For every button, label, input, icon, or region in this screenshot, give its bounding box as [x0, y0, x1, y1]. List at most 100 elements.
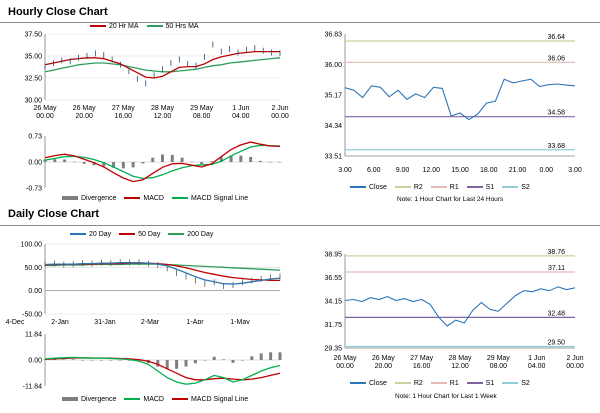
legend-macd-signal: MACD Signal Line	[171, 195, 248, 202]
legend-50hrs-ma: 50 Hrs MA	[146, 23, 199, 30]
y-tick-label: 38.95	[324, 252, 342, 259]
divergence-bar	[62, 359, 66, 360]
ma-50-day-line	[44, 262, 280, 282]
y-tick-label: 0.00	[28, 358, 42, 365]
y-tick-label: 29.35	[324, 346, 342, 353]
x-tick-label: 00.00	[566, 363, 584, 370]
legend-divergence: Divergence	[62, 195, 116, 202]
legend-macd: MACD	[124, 195, 164, 202]
divergence-bar	[43, 359, 47, 361]
divergence-bar	[53, 159, 57, 162]
divergence-bar	[128, 360, 132, 361]
legend-close: Close	[350, 380, 387, 387]
divergence-bar	[151, 157, 155, 162]
x-tick-label: 27 May	[410, 355, 433, 362]
divergence-bar	[92, 162, 96, 166]
close-line	[344, 78, 576, 121]
divergence-bar	[231, 360, 235, 363]
divergence-bar	[240, 360, 244, 361]
x-tick-label: 12.00	[422, 167, 440, 174]
x-tick-label: 12.00	[451, 363, 469, 370]
divergence-bar	[200, 162, 204, 165]
divergence-bar	[278, 352, 282, 360]
divergence-bar	[118, 360, 122, 361]
x-tick-label: 20.00	[75, 113, 93, 120]
divergence-bar	[52, 359, 56, 360]
divergence-bar	[131, 162, 135, 168]
legend-20hr-ma: 20 Hr MA	[90, 23, 139, 30]
y-tick-label: 34.34	[324, 123, 342, 130]
macd-line	[44, 356, 281, 385]
x-tick-label: 0.00	[539, 167, 553, 174]
x-tick-label: 16.00	[413, 363, 431, 370]
x-tick-label: 08.00	[490, 363, 508, 370]
divergence-bar	[82, 162, 86, 164]
macd-signal-line	[44, 144, 281, 180]
divergence-bar	[99, 360, 103, 361]
divergence-bar	[112, 162, 116, 168]
x-tick-label: 21.00	[509, 167, 527, 174]
daily-price-svg: 100.00 50.00 0.00 -50.004-Dec 2-Jan 31-Jan 2-M…	[6, 242, 281, 326]
daily-price-chart: 100.00 50.00 0.00 -50.00 4-Dec 2-Jan 31-Jan 2-M…	[0, 226, 290, 326]
hourly-macd-svg: 0.73 0.00 -0.73	[26, 134, 282, 193]
x-tick-label: 1 Jun	[232, 105, 249, 112]
ma-20-day-line	[44, 262, 281, 285]
divergence-bar	[165, 360, 169, 369]
y-tick-label: 37.50	[24, 32, 42, 39]
x-tick-label: 00.00	[271, 113, 289, 120]
divergence-bar	[71, 359, 75, 360]
x-tick-label: 1-May	[230, 319, 250, 324]
x-tick-label: 2 Jun	[566, 355, 583, 362]
x-tick-label: 29 May	[190, 105, 213, 112]
x-tick-label: 3.00	[338, 167, 352, 174]
legend-s2: S2	[502, 380, 530, 387]
level-label-s1: 34.58	[547, 110, 565, 117]
x-tick-label: 26 May	[334, 355, 357, 362]
y-tick-label: 34.15	[324, 299, 342, 306]
section-divider	[0, 22, 600, 23]
legend-r1: R1	[430, 184, 459, 191]
divergence-bar	[259, 353, 263, 360]
level-label-r1: 36.06	[547, 55, 565, 62]
divergence-bar	[184, 360, 188, 367]
y-tick-label: 32.50	[24, 76, 42, 83]
x-tick-label: 31-Jan	[94, 319, 116, 324]
divergence-bar	[156, 360, 160, 367]
daily-price-legend: 20 Day 50 Day 200 Day	[70, 231, 219, 238]
divergence-bar	[81, 360, 85, 361]
y-tick-label: 50.00	[24, 265, 42, 272]
macd-signal-line	[44, 357, 281, 381]
divergence-bar	[141, 162, 145, 164]
x-tick-label: 6.00	[367, 167, 381, 174]
daily-close-chart-title: Daily Close Chart	[8, 208, 100, 220]
y-tick-label: 35.17	[324, 93, 342, 100]
x-tick-label: 12.00	[154, 113, 172, 120]
divergence-bar	[203, 360, 207, 361]
divergence-bar	[102, 162, 106, 167]
divergence-bar	[180, 157, 184, 162]
x-tick-label: 26 May	[372, 355, 395, 362]
x-tick-label: 2 Jun	[271, 105, 288, 112]
hourly-levels-legend: Close R2 R1 S1 S2	[350, 184, 536, 191]
divergence-bar	[229, 155, 233, 162]
divergence-bar	[212, 356, 216, 360]
divergence-bar	[249, 157, 253, 162]
hourly-levels-chart: 36.83 36.00 35.17 34.34 33.51 36.64 36.06 34.58…	[305, 22, 600, 187]
divergence-bar	[63, 159, 67, 162]
x-tick-label: 26 May	[34, 105, 57, 112]
y-tick-label: 0.00	[28, 288, 42, 295]
hourly-macd-legend: Divergence MACD MACD Signal Line	[62, 195, 254, 202]
x-tick-label: 26 May	[73, 105, 96, 112]
x-tick-label: 20.00	[375, 363, 393, 370]
hourly-levels-svg: 36.83 36.00 35.17 34.34 33.51 36.64 36.06 34.58…	[324, 32, 581, 175]
x-tick-label: 9.00	[396, 167, 410, 174]
y-tick-label: 31.75	[324, 322, 342, 329]
hourly-macd-chart: 0.73 0.00 -0.73	[0, 128, 290, 198]
daily-levels-svg: 38.95 36.55 34.15 31.75 29.35 38.76 37.11 32.48…	[324, 249, 584, 370]
x-tick-label: 15.00	[451, 167, 469, 174]
legend-r2: R2	[394, 184, 423, 191]
legend-r2: R2	[394, 380, 423, 387]
hourly-price-chart: 37.50 35.00 32.50 30.00 26 May 00.00 26 May 20.…	[0, 22, 290, 128]
divergence-bar	[72, 161, 76, 163]
